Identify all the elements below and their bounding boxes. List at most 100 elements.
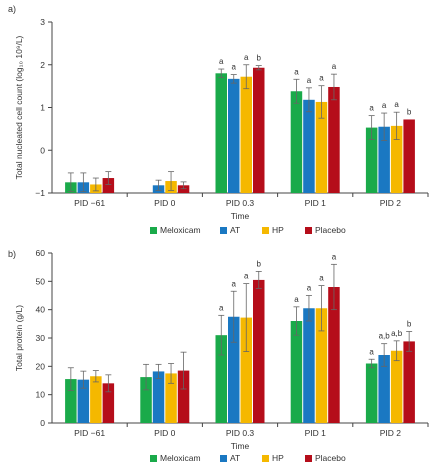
legend-swatch [220, 227, 227, 234]
bar-at [303, 308, 315, 423]
significance-label: a [294, 67, 299, 76]
significance-label: a [307, 76, 312, 85]
legend-label-placebo: Placebo [315, 453, 346, 463]
bar-meloxicam [65, 379, 77, 423]
chart-panel-a: a) Total nucleated cell count (log₁₀ 10⁹/… [8, 4, 429, 235]
bar-placebo [403, 119, 415, 193]
significance-label: b [407, 319, 412, 328]
x-axis-label: Time [231, 211, 250, 221]
bar-placebo [102, 383, 115, 423]
bar-meloxicam [290, 321, 303, 423]
x-tick-label: PID 0 [154, 198, 176, 208]
significance-label: a [332, 252, 337, 261]
legend-swatch [150, 227, 157, 234]
significance-label: b [257, 259, 262, 268]
bar-at [77, 379, 90, 423]
y-tick-label: 20 [36, 361, 46, 371]
significance-label: a [307, 284, 312, 293]
legend-swatch [220, 455, 227, 462]
significance-label: a [244, 53, 249, 62]
y-tick-label: 50 [36, 276, 46, 286]
significance-label: a [232, 63, 237, 72]
bar-placebo [328, 287, 340, 423]
legend-label-hp: HP [272, 225, 284, 235]
bar-hp [315, 101, 328, 193]
bar-at [378, 126, 390, 193]
x-axis-label: Time [231, 441, 250, 451]
y-tick-label: 0 [40, 418, 45, 428]
bar-placebo [177, 185, 190, 193]
y-tick-label: 1 [40, 103, 45, 113]
y-tick-label: 3 [40, 17, 45, 27]
bar-placebo [253, 67, 265, 193]
bar-hp [315, 308, 328, 423]
bar-meloxicam [215, 73, 227, 193]
significance-label: b [407, 107, 412, 116]
significance-label: a [332, 62, 337, 71]
significance-label: a [232, 279, 237, 288]
bar-placebo [102, 178, 115, 193]
significance-label: a [319, 74, 324, 83]
y-axis-label: Total nucleated cell count (log₁₀ 10⁹/L) [14, 35, 24, 179]
significance-label: b [257, 54, 262, 63]
chart-panel-b: b) Total protein (g/L) Time 0 10 20 30 40 50 60 PI… [8, 248, 429, 463]
y-tick-label: 0 [40, 145, 45, 155]
legend-label-meloxicam: Meloxicam [160, 453, 201, 463]
significance-label: a [219, 57, 224, 66]
y-tick-label: 10 [36, 390, 46, 400]
bar-placebo [177, 370, 190, 423]
x-tick-label: PID 0 [154, 428, 176, 438]
significance-label: a,b [391, 329, 403, 338]
significance-label: a [319, 274, 324, 283]
bar-at [152, 371, 165, 423]
bar-meloxicam [290, 91, 303, 193]
legend-swatch [305, 455, 312, 462]
bar-hp [240, 76, 252, 193]
x-tick-label: PID −61 [74, 198, 105, 208]
legend-swatch [305, 227, 312, 234]
legend-swatch [262, 455, 269, 462]
bar-hp [240, 317, 252, 423]
significance-label: a [394, 100, 399, 109]
y-tick-label: −1 [35, 188, 45, 198]
bar-at [303, 99, 315, 193]
panel-label: b) [8, 249, 16, 259]
bar-placebo [328, 86, 340, 193]
significance-label: a [369, 104, 374, 113]
bar-at [228, 316, 240, 423]
legend-label-at: AT [230, 453, 240, 463]
legend-label-at: AT [230, 225, 240, 235]
x-tick-label: PID 0.3 [226, 198, 255, 208]
legend-swatch [262, 227, 269, 234]
y-tick-label: 40 [36, 305, 46, 315]
bar-meloxicam [365, 127, 378, 193]
bar-placebo [253, 279, 265, 423]
bar-placebo [403, 341, 415, 423]
significance-label: a [369, 347, 374, 356]
x-tick-label: PID 2 [380, 198, 402, 208]
bar-meloxicam [140, 377, 152, 423]
bar-at [378, 355, 390, 423]
x-tick-label: PID 1 [305, 198, 327, 208]
y-tick-label: 2 [40, 60, 45, 70]
bar-meloxicam [365, 363, 378, 423]
legend-label-placebo: Placebo [315, 225, 346, 235]
legend-swatch [150, 455, 157, 462]
bar-meloxicam [215, 335, 227, 423]
panel-label: a) [8, 4, 16, 14]
bar-hp [390, 125, 403, 193]
legend-label-meloxicam: Meloxicam [160, 225, 201, 235]
bar-at [228, 78, 240, 193]
y-tick-label: 60 [36, 248, 46, 258]
x-tick-label: PID 2 [380, 428, 402, 438]
significance-label: a [244, 272, 249, 281]
x-tick-label: PID 0.3 [226, 428, 255, 438]
y-axis-label: Total protein (g/L) [14, 305, 24, 371]
bar-hp [90, 376, 102, 423]
bar-hp [390, 350, 403, 423]
x-tick-label: PID −61 [74, 428, 105, 438]
significance-label: a [219, 303, 224, 312]
significance-label: a,b [379, 332, 391, 341]
x-tick-label: PID 1 [305, 428, 327, 438]
